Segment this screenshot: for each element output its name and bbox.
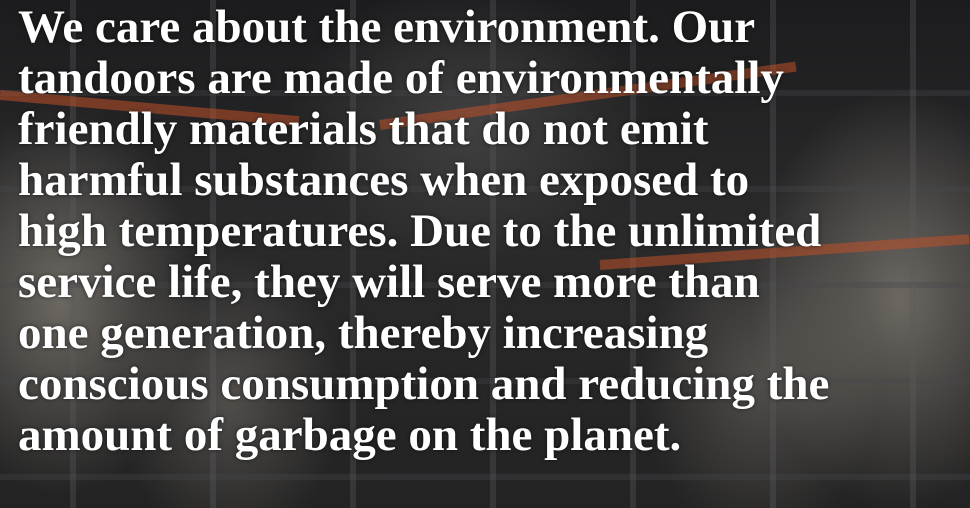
text-line: high temperatures. Due to the unlimited	[18, 205, 822, 257]
text-line: harmful substances when exposed to	[18, 154, 750, 206]
text-line: conscious consumption and reducing the	[18, 358, 830, 410]
paragraph: We care about the environment. Our tandoo…	[18, 2, 829, 461]
text-line: friendly materials that do not emit	[18, 103, 709, 155]
text-line: We care about the environment. Our	[18, 1, 756, 53]
text-line: tandoors are made of environmentally	[18, 52, 784, 104]
text-line: amount of garbage on the planet.	[18, 409, 682, 461]
text-line: one generation, thereby increasing	[18, 307, 709, 359]
text-line: service life, they will serve more than	[18, 256, 760, 308]
